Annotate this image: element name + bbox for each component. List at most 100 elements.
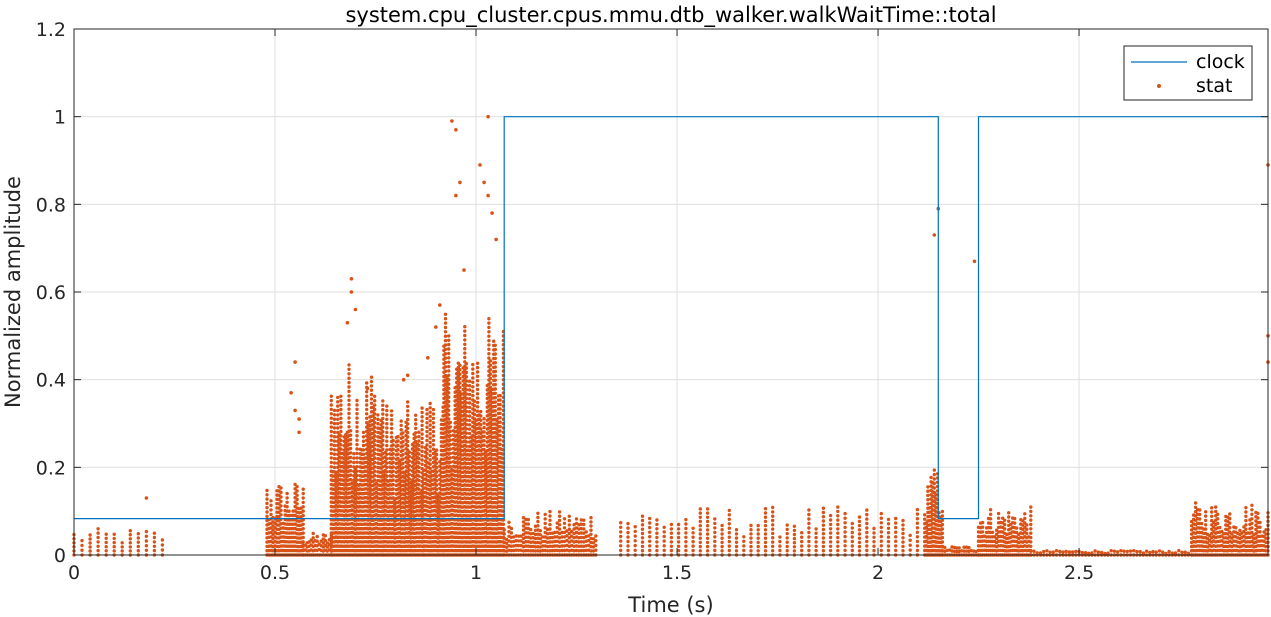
stat-point xyxy=(843,530,847,534)
stat-point xyxy=(381,399,385,403)
stat-point xyxy=(915,521,920,525)
stat-point xyxy=(705,511,710,515)
stat-point xyxy=(112,532,116,536)
stat-point xyxy=(771,527,775,531)
stat-point xyxy=(443,312,448,316)
stat-point xyxy=(471,362,475,367)
stat-point xyxy=(329,403,333,407)
stat-point xyxy=(136,549,140,553)
stat-point xyxy=(594,543,598,548)
stat-point xyxy=(295,489,299,493)
stat-point xyxy=(792,524,797,528)
stat-point xyxy=(332,430,337,434)
stat-point xyxy=(391,478,395,482)
stat-point xyxy=(908,533,912,538)
stat-point xyxy=(475,370,480,374)
stat-point xyxy=(589,528,593,532)
stat-point xyxy=(332,417,337,421)
stat-point xyxy=(482,434,486,438)
stat-point xyxy=(376,422,380,426)
stat-point xyxy=(684,522,688,526)
stat-point xyxy=(1029,522,1033,527)
stat-point xyxy=(88,537,92,541)
stat-point xyxy=(821,523,826,527)
stat-point xyxy=(676,535,681,540)
stat-point xyxy=(584,530,588,534)
stat-point xyxy=(428,436,432,440)
stat-point xyxy=(492,339,496,343)
stat-point xyxy=(543,512,547,517)
stat-point xyxy=(821,506,826,510)
stat-point xyxy=(493,387,497,391)
stat-point xyxy=(355,434,359,438)
stat-point xyxy=(1029,531,1033,535)
stat-point xyxy=(347,372,351,376)
stat-point xyxy=(431,412,436,416)
stat-point xyxy=(836,509,840,514)
stat-point xyxy=(498,402,502,407)
stat-point xyxy=(705,549,710,553)
stat-point xyxy=(487,338,491,343)
stat-point xyxy=(901,518,905,523)
stat-point xyxy=(447,395,451,399)
stat-point xyxy=(279,508,283,513)
stat-point xyxy=(940,540,945,544)
stat-point xyxy=(836,544,840,548)
stat-point xyxy=(144,529,149,534)
stat-point xyxy=(471,367,475,371)
stat-point xyxy=(713,517,717,521)
stat-point xyxy=(428,432,432,436)
stat-point xyxy=(886,526,891,530)
stat-point xyxy=(988,526,993,530)
stat-point xyxy=(355,478,359,482)
stat-point xyxy=(1029,505,1033,509)
stat-point xyxy=(128,545,132,549)
stat-point xyxy=(850,544,854,548)
stat-point xyxy=(509,531,514,535)
stat-point xyxy=(447,386,451,391)
stat-point xyxy=(355,429,359,434)
stat-point xyxy=(96,535,100,540)
stat-point xyxy=(373,438,377,443)
stat-point xyxy=(1029,544,1033,548)
stat-point xyxy=(472,408,477,412)
stat-point xyxy=(479,418,483,422)
stat-point xyxy=(487,347,491,351)
stat-point xyxy=(414,439,418,444)
stat-point xyxy=(771,510,775,514)
stat-point xyxy=(879,548,883,553)
stat-point xyxy=(464,375,469,379)
stat-point xyxy=(727,544,731,548)
stat-point xyxy=(329,416,333,420)
stat-point xyxy=(373,403,377,407)
stat-point xyxy=(443,325,448,330)
stat-point xyxy=(771,523,775,527)
stat-point xyxy=(420,462,424,466)
stat-point xyxy=(932,481,936,486)
stat-point xyxy=(373,425,377,429)
stat-point xyxy=(536,511,540,515)
stat-point xyxy=(295,485,299,489)
stat-point xyxy=(355,465,359,469)
stat-point xyxy=(756,549,760,553)
stat-point xyxy=(420,436,424,441)
stat-point xyxy=(915,507,920,512)
stat-point xyxy=(389,422,394,426)
stat-point xyxy=(385,448,389,452)
stat-point xyxy=(463,347,467,351)
stat-point xyxy=(369,384,374,388)
stat-point xyxy=(626,530,630,535)
stat-point xyxy=(347,403,351,407)
stat-point xyxy=(487,317,491,321)
stat-point xyxy=(447,413,451,417)
stat-point xyxy=(447,404,451,408)
stat-point xyxy=(414,422,418,426)
stat-point xyxy=(464,409,469,414)
stat-point xyxy=(785,523,789,527)
stat-point xyxy=(648,521,652,525)
stat-point xyxy=(447,356,451,360)
stat-point xyxy=(425,407,429,412)
stat-point xyxy=(865,512,869,517)
stat-point xyxy=(662,534,666,539)
stat-point xyxy=(355,403,359,407)
